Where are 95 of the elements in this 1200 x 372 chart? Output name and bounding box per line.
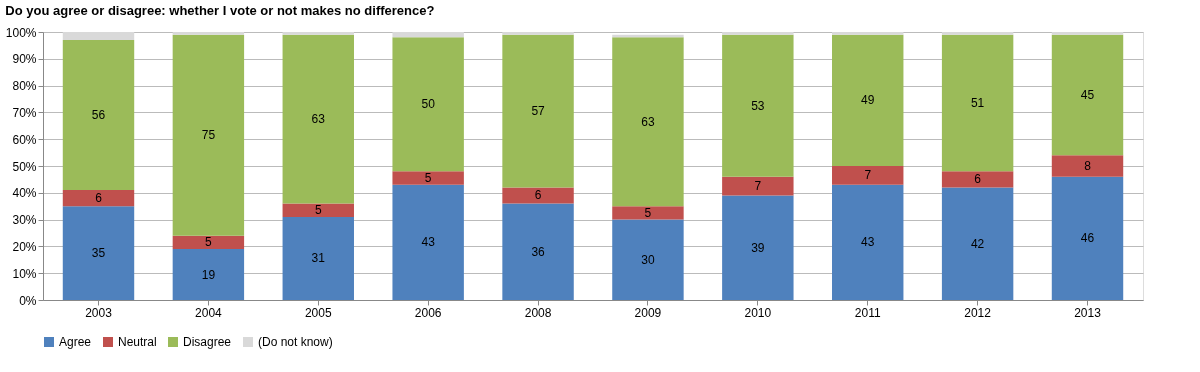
data-label: 5 [205, 235, 213, 250]
bar [282, 34, 354, 204]
data-label: 5 [314, 203, 322, 218]
x-tick-label: 2011 [854, 305, 881, 320]
bar [1051, 176, 1124, 300]
bar [282, 216, 354, 300]
legend-label: (Do not know) [258, 335, 333, 349]
bar [392, 184, 464, 300]
data-label: 51 [970, 96, 985, 111]
bar [502, 34, 574, 188]
y-tick-label: 90% [12, 52, 37, 67]
y-tick-label: 0% [19, 293, 37, 308]
x-tick-label: 2003 [85, 305, 113, 320]
bar [941, 187, 1014, 300]
bar [62, 206, 135, 300]
x-tick-label: 2005 [304, 305, 332, 320]
data-label: 6 [534, 188, 542, 203]
data-label: 57 [531, 104, 546, 119]
y-tick-label: 40% [12, 186, 37, 201]
bar [172, 249, 245, 300]
y-tick-label: 50% [12, 159, 37, 174]
y-tick-label: 60% [12, 132, 37, 147]
data-label: 19 [201, 267, 216, 282]
bar [502, 32, 574, 35]
data-label: 7 [864, 168, 872, 183]
legend-label: Disagree [183, 335, 232, 349]
bar [172, 32, 245, 35]
bar [832, 166, 904, 185]
bar [941, 171, 1014, 188]
bar [612, 219, 684, 300]
bar [502, 203, 574, 300]
data-label: 63 [641, 114, 655, 129]
bar [62, 190, 135, 207]
data-label: 6 [95, 191, 103, 206]
x-tick-label: 2012 [964, 305, 992, 320]
x-tick-label: 2006 [414, 305, 442, 320]
data-label: 56 [91, 108, 106, 123]
data-label: 35 [91, 246, 106, 261]
x-tick-label: 2013 [1074, 305, 1102, 320]
bar [832, 34, 904, 166]
bar [612, 37, 684, 207]
data-label: 75 [201, 128, 216, 143]
y-tick-label: 100% [5, 25, 37, 40]
y-tick-label: 80% [12, 79, 37, 94]
x-tick-label: 2008 [524, 305, 552, 320]
data-label: 46 [1080, 231, 1095, 246]
y-tick-label: 30% [12, 213, 37, 228]
x-tick-label: 2010 [744, 305, 772, 320]
bar [832, 184, 904, 300]
data-label: 53 [751, 98, 765, 113]
bar [1051, 34, 1124, 156]
data-label: 7 [754, 179, 762, 194]
data-label: 43 [861, 235, 875, 250]
bar [832, 32, 904, 35]
bar [1051, 32, 1124, 35]
bar [722, 34, 794, 177]
data-label: 5 [644, 205, 652, 220]
bar [62, 40, 135, 191]
chart-title: Do you agree or disagree: whether I vote or not makes no difference? [5, 3, 435, 18]
bar [722, 32, 794, 35]
bar [172, 34, 245, 236]
bar [62, 32, 135, 41]
bar [722, 195, 794, 300]
bar [392, 32, 464, 38]
data-label: 30 [641, 252, 655, 267]
y-tick-label: 10% [12, 266, 37, 281]
bar [392, 171, 464, 185]
bar [392, 37, 464, 172]
x-tick-label: 2004 [195, 305, 223, 320]
y-tick-label: 20% [12, 239, 37, 254]
bar [722, 176, 794, 196]
data-label: 63 [311, 112, 326, 127]
data-label: 36 [531, 244, 546, 259]
bar [941, 34, 1014, 172]
data-label: 39 [751, 240, 765, 255]
data-label: 45 [1080, 87, 1095, 102]
bar [282, 203, 354, 217]
bar [612, 206, 684, 220]
bar [1051, 155, 1124, 177]
data-label: 31 [311, 251, 326, 266]
y-tick-label: 70% [12, 105, 37, 120]
legend-label: Agree [59, 335, 92, 349]
data-label: 5 [424, 171, 432, 186]
data-label: 42 [970, 236, 985, 251]
bar [502, 187, 574, 204]
bar [282, 32, 354, 35]
bar [941, 32, 1014, 35]
data-label: 49 [861, 93, 875, 108]
data-label: 8 [1084, 159, 1092, 173]
legend-label: Neutral [118, 335, 157, 349]
data-label: 6 [974, 172, 982, 187]
data-label: 43 [421, 235, 436, 250]
bar [172, 235, 245, 250]
data-label: 50 [421, 97, 436, 112]
x-tick-label: 2009 [634, 305, 662, 320]
